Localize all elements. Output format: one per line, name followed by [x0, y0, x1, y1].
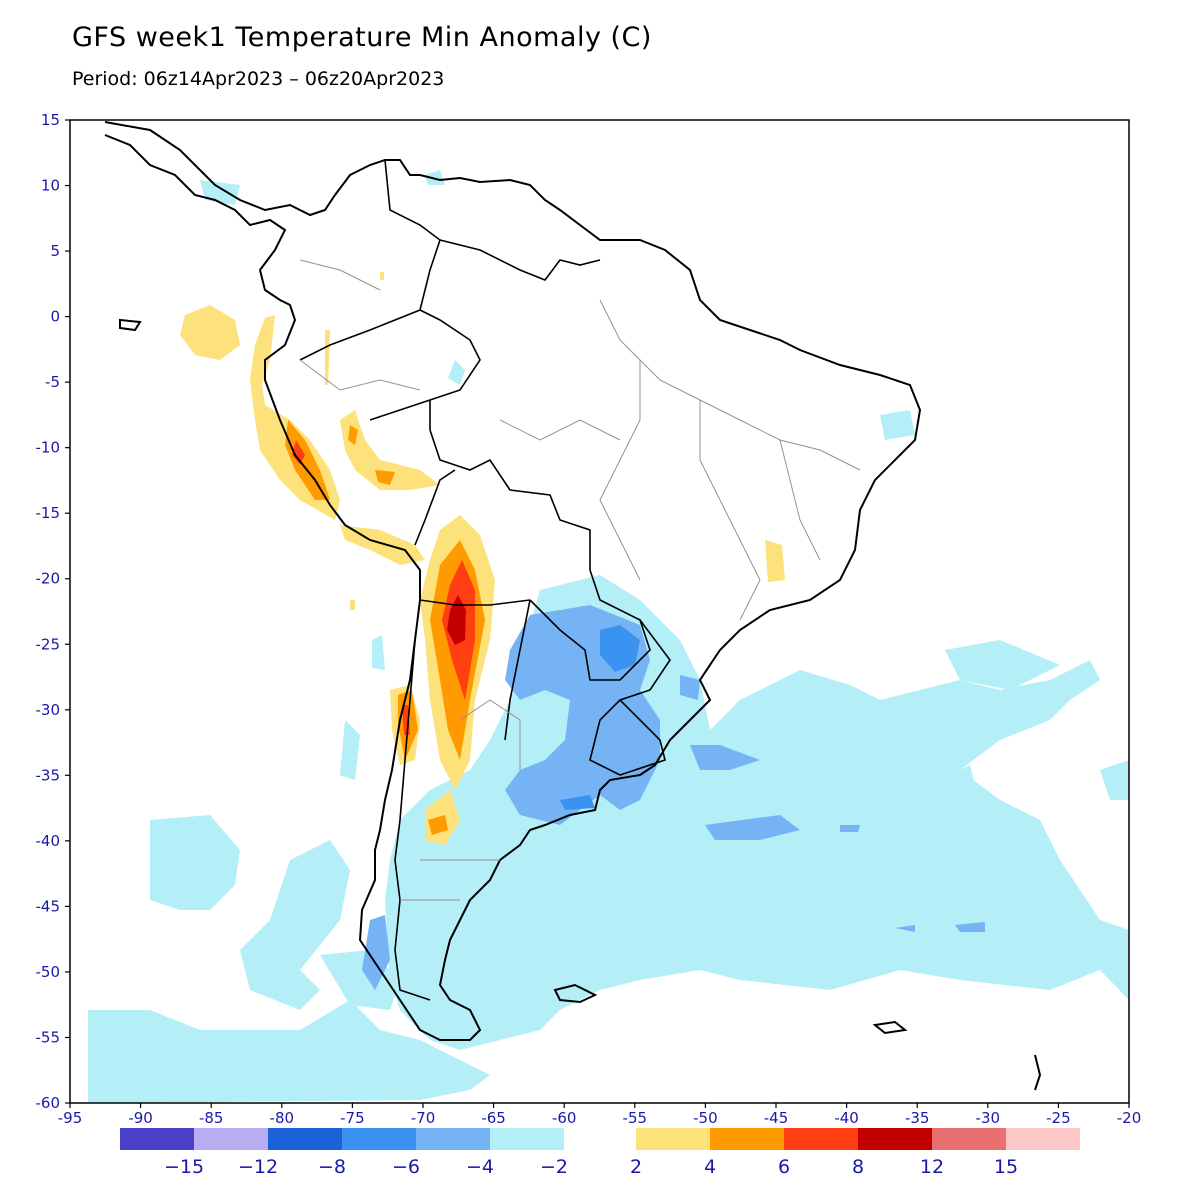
- y-tick-label: -10: [36, 439, 61, 457]
- x-axis: -95 -90 -85 -80 -75 -70 -65 -60 -55 -50 -45 -40 -35 -…: [58, 1103, 1142, 1127]
- legend-label-warm: 15: [994, 1156, 1018, 1178]
- x-tick-label: -40: [834, 1109, 859, 1127]
- x-tick-label: -70: [411, 1109, 436, 1127]
- period-subtitle: Period: 06z14Apr2023 – 06z20Apr2023: [72, 68, 445, 90]
- y-tick-label: 5: [50, 242, 60, 260]
- legend-label-warm: 6: [778, 1156, 790, 1178]
- chart-title: GFS week1 Temperature Min Anomaly (C): [72, 22, 652, 53]
- legend-swatch-warm: [1006, 1128, 1080, 1150]
- y-tick-label: -55: [36, 1028, 61, 1046]
- y-tick-label: 0: [50, 308, 60, 326]
- x-tick-label: -55: [623, 1109, 648, 1127]
- x-tick-label: -50: [693, 1109, 718, 1127]
- y-tick-label: -35: [36, 766, 61, 784]
- y-tick-label: -50: [36, 963, 61, 981]
- color-legend: −15 −12 −8 −6 −4 −2 2 4 6 8 12 15: [120, 1128, 1080, 1178]
- country-borders: [299, 159, 671, 1001]
- cold-anomaly-minus6: [560, 625, 640, 810]
- x-tick-label: -30: [976, 1109, 1001, 1127]
- warm-anomaly-plus8: [447, 595, 466, 645]
- y-tick-label: -20: [36, 570, 61, 588]
- legend-label-warm: 12: [920, 1156, 944, 1178]
- state-borders: [299, 259, 861, 901]
- legend-swatch-cold: [342, 1128, 416, 1150]
- x-tick-label: -60: [552, 1109, 577, 1127]
- y-axis: 15 10 5 0 -5 -10 -15 -20 -25 -30 -35 -40 -45 -50 -55 -6…: [36, 111, 70, 1112]
- legend-label-cold: −6: [392, 1156, 420, 1178]
- x-tick-label: -20: [1117, 1109, 1142, 1127]
- x-tick-label: -25: [1046, 1109, 1071, 1127]
- y-tick-label: -40: [36, 832, 61, 850]
- legend-swatch-cold: [268, 1128, 342, 1150]
- x-tick-label: -90: [128, 1109, 153, 1127]
- legend-swatch-warm: [784, 1128, 858, 1150]
- map-plot-area: [70, 120, 1129, 1103]
- y-tick-label: 15: [41, 111, 60, 129]
- x-tick-label: -35: [905, 1109, 930, 1127]
- legend-swatch-warm: [636, 1128, 710, 1150]
- y-tick-label: -30: [36, 701, 61, 719]
- legend-label-cold: −15: [164, 1156, 204, 1178]
- x-tick-label: -65: [481, 1109, 506, 1127]
- y-tick-label: -25: [36, 635, 61, 653]
- legend-swatch-cold: [194, 1128, 268, 1150]
- legend-label-cold: −8: [318, 1156, 346, 1178]
- legend-label-cold: −4: [466, 1156, 494, 1178]
- x-tick-label: -85: [199, 1109, 224, 1127]
- plot-frame: [69, 119, 1130, 1104]
- legend-swatch-cold: [120, 1128, 194, 1150]
- legend-label-warm: 4: [704, 1156, 716, 1178]
- x-tick-label: -95: [58, 1109, 83, 1127]
- legend-label-cold: −12: [238, 1156, 278, 1178]
- x-tick-label: -45: [764, 1109, 789, 1127]
- legend-swatch-cold: [416, 1128, 490, 1150]
- legend-swatch-warm: [932, 1128, 1006, 1150]
- y-tick-label: -15: [36, 504, 61, 522]
- x-tick-label: -75: [340, 1109, 365, 1127]
- legend-label-warm: 2: [630, 1156, 642, 1178]
- y-tick-label: -45: [36, 897, 61, 915]
- coastline: [104, 121, 1042, 1091]
- y-tick-label: -5: [45, 373, 60, 391]
- legend-swatch-warm: [710, 1128, 784, 1150]
- legend-swatch-cold: [490, 1128, 564, 1150]
- legend-label-warm: 8: [852, 1156, 864, 1178]
- x-tick-label: -80: [270, 1109, 295, 1127]
- legend-label-cold: −2: [540, 1156, 568, 1178]
- y-tick-label: -60: [36, 1094, 61, 1112]
- legend-swatch-warm: [858, 1128, 932, 1150]
- y-tick-label: 10: [41, 177, 60, 195]
